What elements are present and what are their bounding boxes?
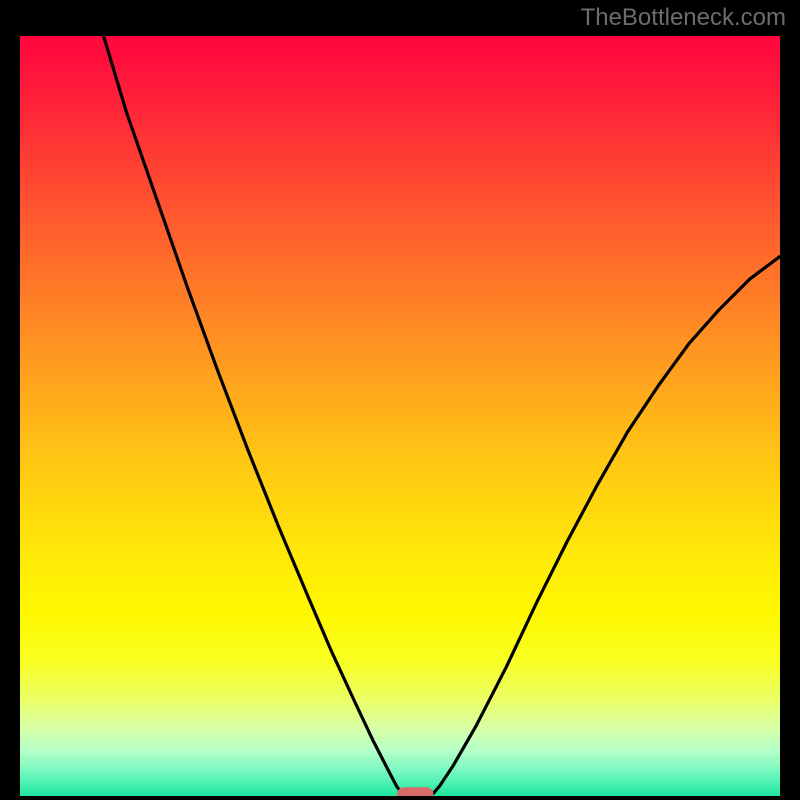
optimal-marker xyxy=(397,787,433,796)
chart-background xyxy=(20,36,780,796)
watermark-text: TheBottleneck.com xyxy=(581,4,786,32)
bottleneck-chart xyxy=(20,36,780,796)
chart-frame: TheBottleneck.com xyxy=(0,0,800,800)
